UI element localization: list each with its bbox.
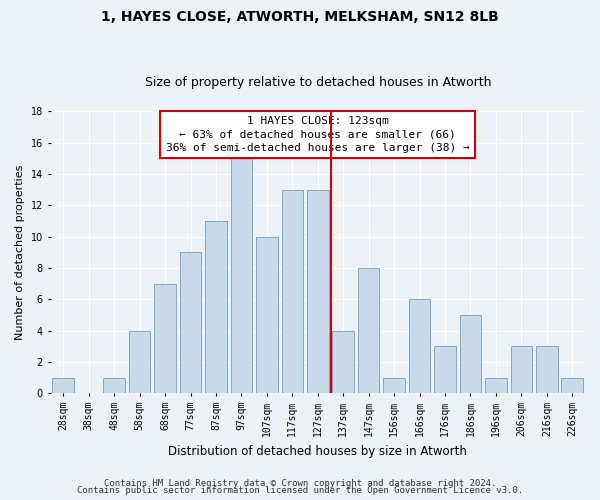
Bar xyxy=(52,378,74,394)
Text: Contains public sector information licensed under the Open Government Licence v3: Contains public sector information licen… xyxy=(77,486,523,495)
Bar xyxy=(332,330,354,394)
Bar xyxy=(180,252,202,394)
Bar xyxy=(230,158,252,394)
Text: 1, HAYES CLOSE, ATWORTH, MELKSHAM, SN12 8LB: 1, HAYES CLOSE, ATWORTH, MELKSHAM, SN12 … xyxy=(101,10,499,24)
Bar xyxy=(129,330,151,394)
Bar xyxy=(485,378,507,394)
Bar xyxy=(256,236,278,394)
Bar xyxy=(103,378,125,394)
Bar xyxy=(434,346,456,394)
Bar xyxy=(205,221,227,394)
Text: 1 HAYES CLOSE: 123sqm
← 63% of detached houses are smaller (66)
36% of semi-deta: 1 HAYES CLOSE: 123sqm ← 63% of detached … xyxy=(166,116,470,152)
Bar xyxy=(511,346,532,394)
Bar xyxy=(281,190,303,394)
Bar xyxy=(358,268,379,394)
Bar xyxy=(536,346,557,394)
Bar xyxy=(460,315,481,394)
Title: Size of property relative to detached houses in Atworth: Size of property relative to detached ho… xyxy=(145,76,491,90)
Bar xyxy=(307,190,329,394)
X-axis label: Distribution of detached houses by size in Atworth: Distribution of detached houses by size … xyxy=(169,444,467,458)
Bar xyxy=(562,378,583,394)
Bar xyxy=(154,284,176,394)
Bar xyxy=(383,378,405,394)
Bar xyxy=(409,300,430,394)
Y-axis label: Number of detached properties: Number of detached properties xyxy=(15,164,25,340)
Text: Contains HM Land Registry data © Crown copyright and database right 2024.: Contains HM Land Registry data © Crown c… xyxy=(104,478,496,488)
